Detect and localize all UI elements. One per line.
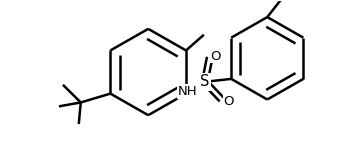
Text: O: O [223, 95, 234, 108]
Text: O: O [210, 50, 221, 63]
Text: S: S [200, 74, 210, 89]
Text: NH: NH [178, 85, 197, 98]
